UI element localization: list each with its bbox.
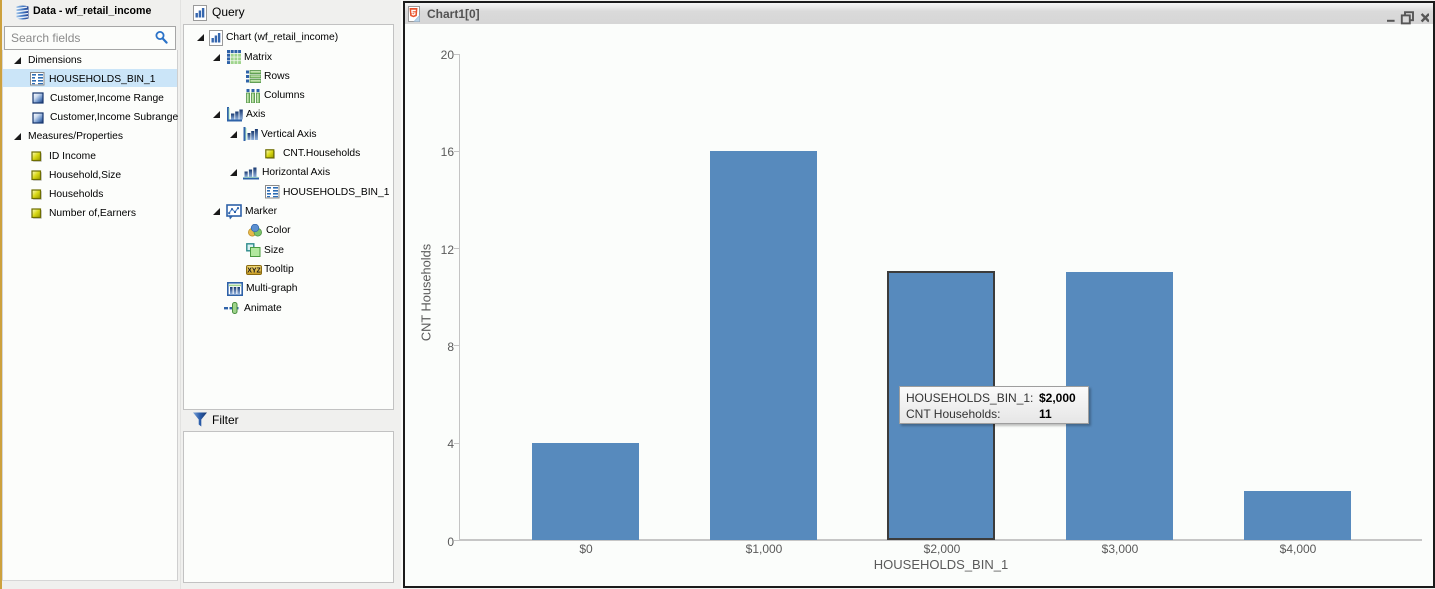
- svg-text:XYZ: XYZ: [247, 267, 261, 274]
